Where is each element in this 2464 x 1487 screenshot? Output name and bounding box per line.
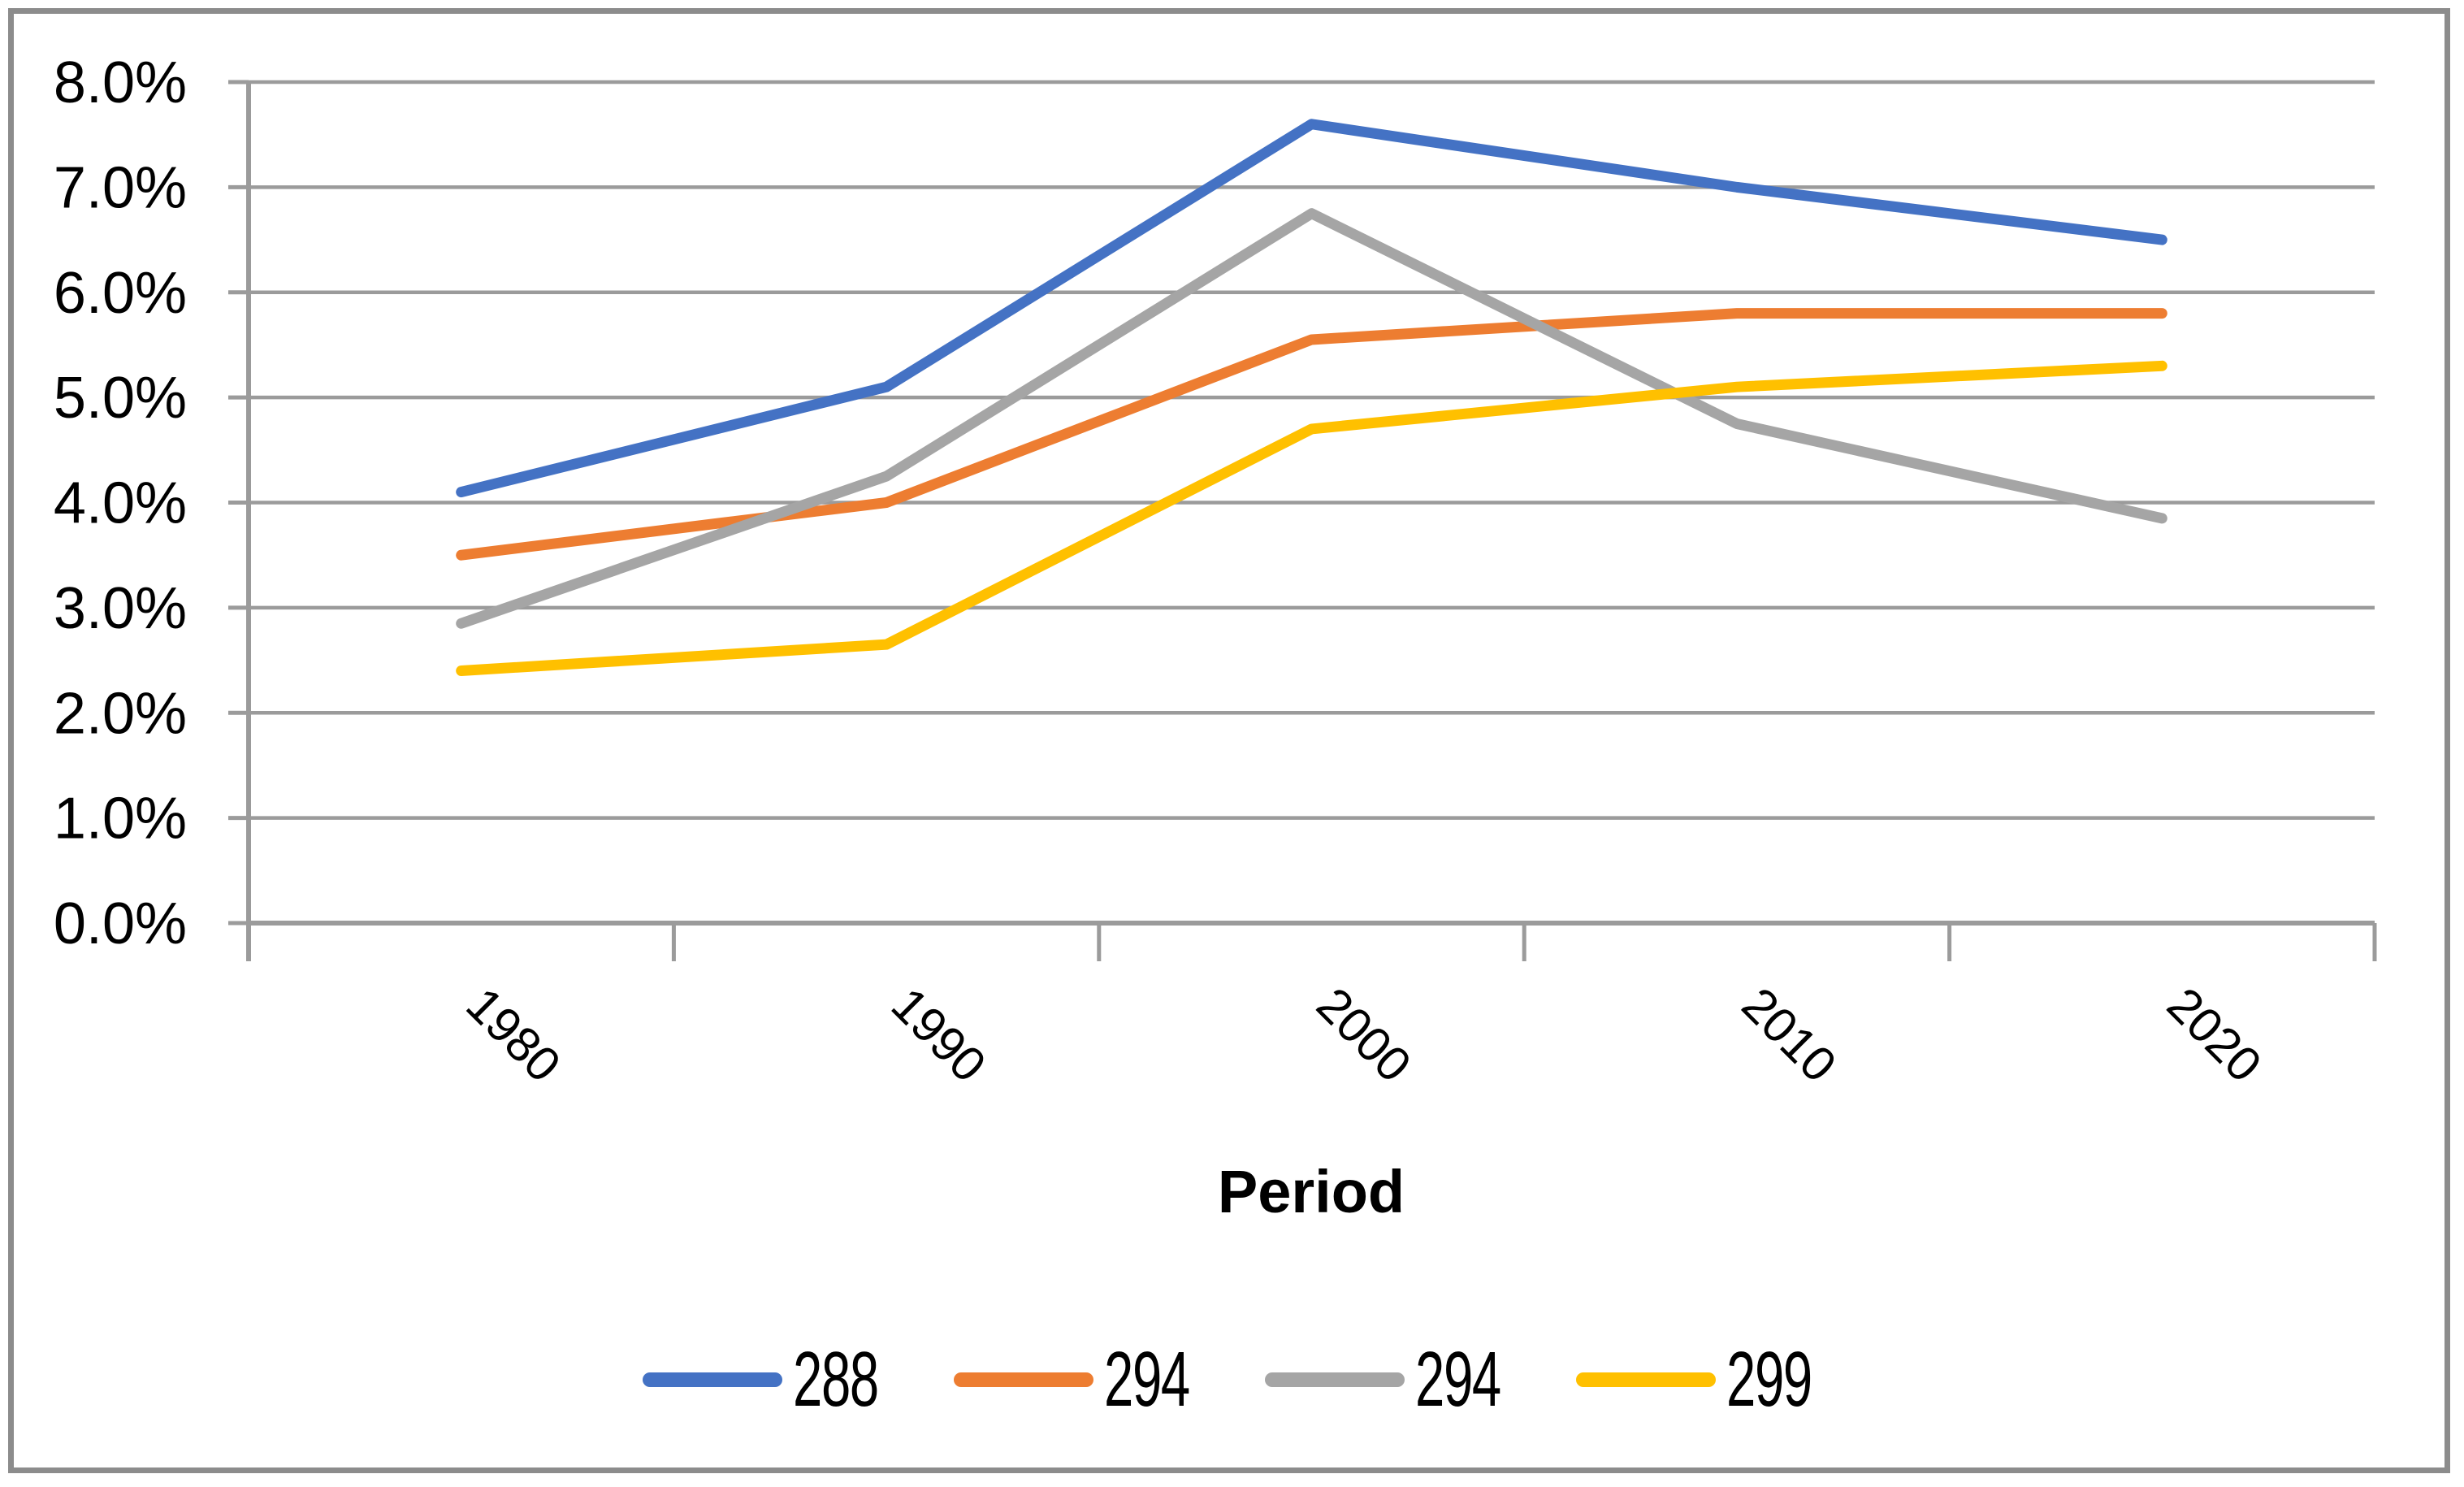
series-line-288: [456, 119, 2167, 498]
y-tick-label: 3.0%: [54, 576, 187, 641]
y-tick-label: 4.0%: [54, 471, 187, 536]
chart-outer-border: [8, 8, 2450, 1473]
legend-swatch: [1576, 1372, 1716, 1388]
legend-swatch: [1265, 1372, 1405, 1388]
legend-label: 294: [1415, 1336, 1501, 1423]
y-tick-label: 2.0%: [54, 681, 187, 746]
legend-swatch: [954, 1372, 1093, 1388]
legend-item: 299: [1576, 1336, 1830, 1423]
x-tick-label: 1990: [881, 978, 997, 1093]
y-tick-label: 8.0%: [54, 50, 187, 115]
legend-label: 299: [1726, 1336, 1812, 1423]
x-axis-title: Period: [1217, 1158, 1405, 1225]
legend-label: 288: [793, 1336, 879, 1423]
legend-item: 294: [1265, 1336, 1519, 1423]
y-tick-label: 7.0%: [54, 155, 187, 220]
legend-item: 288: [643, 1336, 897, 1423]
legend-label: 294: [1104, 1336, 1190, 1423]
series-line-299: [456, 360, 2167, 676]
x-tick-label: 1980: [456, 978, 571, 1093]
x-tick-label: 2000: [1306, 978, 1422, 1093]
y-tick-label: 0.0%: [54, 891, 187, 956]
x-tick-label: 2010: [1732, 978, 1847, 1093]
legend: 288 294 294 299: [643, 1336, 1830, 1423]
series-line-294: [456, 208, 2167, 629]
legend-swatch: [643, 1372, 782, 1388]
legend-item: 294: [954, 1336, 1208, 1423]
y-tick-label: 1.0%: [54, 787, 187, 852]
y-tick-label: 6.0%: [54, 261, 187, 326]
x-tick-label: 2020: [2157, 978, 2272, 1093]
y-tick-label: 5.0%: [54, 366, 187, 431]
